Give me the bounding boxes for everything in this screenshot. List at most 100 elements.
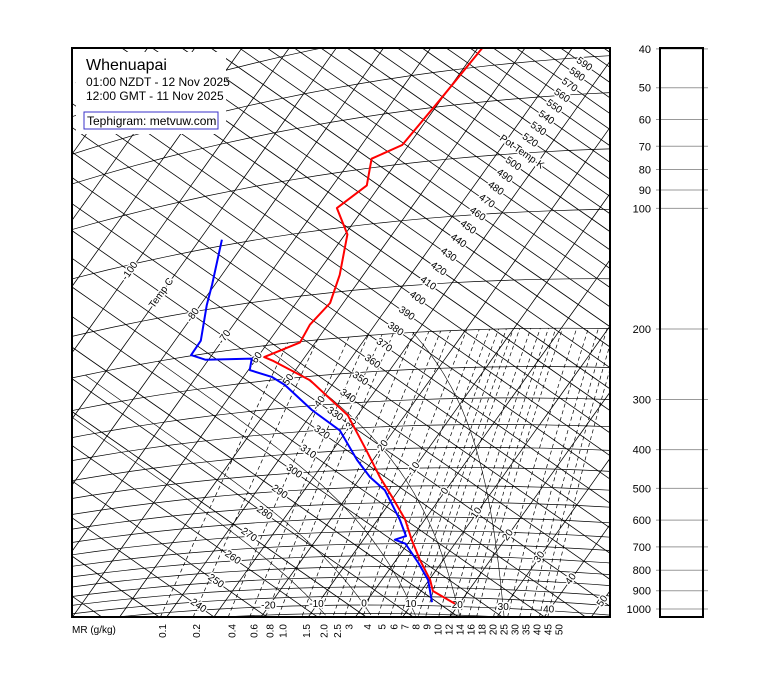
mr-tick-label: 18	[478, 624, 489, 636]
dry-adiabat-line	[72, 378, 414, 617]
saturated-adiabat-line	[85, 374, 372, 616]
mixing-ratio-line	[160, 342, 289, 617]
theta-label: 440	[448, 232, 468, 251]
isotherm-label: 0	[439, 485, 451, 496]
theta-label: 270	[239, 526, 259, 545]
mixing-ratio-line	[227, 336, 350, 617]
mixing-ratio-line	[344, 330, 451, 616]
mr-tick-label: 14	[456, 624, 467, 636]
dry-adiabat-line	[72, 595, 103, 617]
theta-label: 360	[362, 353, 382, 372]
mr-tick-label: 1.5	[302, 624, 313, 638]
theta-label: 240	[188, 597, 208, 616]
mixing-ratio-line	[449, 328, 541, 617]
mixing-ratio-line	[301, 332, 415, 616]
isotherm-label: -10	[405, 460, 423, 479]
theta-label: 430	[438, 246, 458, 265]
station-title: Whenuapai	[86, 57, 167, 74]
theta-label: 310	[298, 443, 318, 462]
isobar-line	[72, 467, 610, 499]
pressure-axis-panel: 40 50 60 70 80 90 100 200 300 400 500 600 700 800 900 1…	[627, 44, 708, 616]
theta-label: 380	[385, 320, 405, 339]
mr-tick-label: 6	[390, 624, 401, 630]
mixing-ratio-line	[547, 369, 610, 617]
isotherm-label: -40	[311, 394, 329, 413]
credit-box	[83, 111, 219, 130]
isotherm-label: 30	[532, 549, 548, 565]
isotherm-label: 20	[500, 527, 516, 543]
pressure-tick-label: 300	[633, 395, 651, 407]
isobar-line	[72, 595, 610, 615]
temperature-line	[263, 48, 484, 605]
isobar-line	[72, 543, 610, 567]
isobar-line	[72, 516, 610, 543]
mr-tick-label: 4	[363, 624, 374, 630]
theta-label: 300	[284, 462, 304, 481]
pressure-tick-label: 70	[639, 141, 651, 153]
bottom-isotherm-label: -20	[261, 600, 276, 611]
mixing-ratio-line	[363, 329, 467, 616]
isotherm-line	[260, 127, 610, 617]
theta-label: 450	[458, 218, 478, 237]
pressure-tick-label: 100	[633, 203, 651, 215]
mixing-ratio-line	[249, 335, 369, 617]
mr-tick-label: 3	[345, 624, 356, 630]
theta-label: 260	[223, 549, 243, 568]
mr-axis-label: MR (g/kg)	[72, 625, 116, 636]
isotherm-title: Temp C	[147, 276, 176, 310]
pressure-tick-label: 900	[633, 586, 651, 598]
mr-tick-label: 45	[544, 624, 555, 636]
dry-adiabat-line	[239, 48, 610, 308]
mr-tick-label: 0.2	[192, 624, 203, 638]
isobar-line	[72, 501, 610, 530]
isobar-line	[72, 555, 610, 578]
dry-adiabat-line	[72, 257, 586, 617]
pressure-tick-label: 700	[633, 542, 651, 554]
pressure-panel-frame	[659, 47, 704, 618]
theta-label: 290	[269, 483, 289, 502]
dry-adiabat-line	[538, 48, 610, 99]
plot-frame	[71, 47, 611, 618]
isotherm-line	[355, 259, 610, 617]
isotherm-line	[72, 48, 432, 552]
pressure-tick-label: 500	[633, 483, 651, 495]
dry-adiabat-line	[72, 127, 610, 504]
dry-adiabat-line	[210, 48, 610, 328]
isotherm-label: 40	[563, 571, 579, 587]
theta-label: 410	[418, 274, 438, 293]
isobar-line	[72, 485, 610, 515]
mr-tick-label: 35	[522, 624, 533, 636]
saturated-adiabat-line	[262, 345, 461, 617]
tephigram-grid	[72, 48, 610, 617]
mr-tick-label: 30	[511, 624, 522, 636]
theta-label: 350	[350, 370, 370, 389]
isobar-line	[72, 92, 610, 185]
pressure-tick-label: 60	[639, 115, 651, 127]
bottom-isotherm-label: 0	[361, 599, 367, 610]
mixing-ratio-line	[493, 328, 578, 617]
mr-tick-label: 2.5	[333, 624, 344, 638]
isobar-line	[72, 424, 610, 461]
mixing-ratio-line	[459, 328, 549, 617]
dry-adiabat-line	[75, 82, 610, 457]
theta-label: 280	[254, 504, 274, 523]
bottom-isotherm-label: 30	[498, 602, 510, 613]
mr-tick-label: 2.0	[319, 624, 330, 638]
isobar-line	[72, 327, 610, 379]
isotherm-label: -70	[216, 328, 234, 347]
mr-tick-label: 7	[401, 624, 412, 630]
bottom-isotherm-label: 40	[543, 604, 555, 615]
isotherm-label: -80	[185, 306, 203, 325]
dry-adiabat-line	[397, 48, 610, 197]
isobar-line	[72, 148, 610, 230]
mr-tick-label: 16	[467, 624, 478, 636]
mixing-ratio-line	[438, 328, 532, 617]
pressure-tick-label: 400	[633, 445, 651, 457]
dry-adiabat-line	[421, 48, 610, 180]
dry-adiabat-line	[560, 48, 610, 83]
pressure-tick-label: 200	[633, 324, 651, 336]
mr-tick-label: 8	[412, 624, 423, 630]
bottom-isotherm-label: 10	[405, 599, 417, 610]
mr-tick-label: 1.0	[278, 624, 289, 638]
